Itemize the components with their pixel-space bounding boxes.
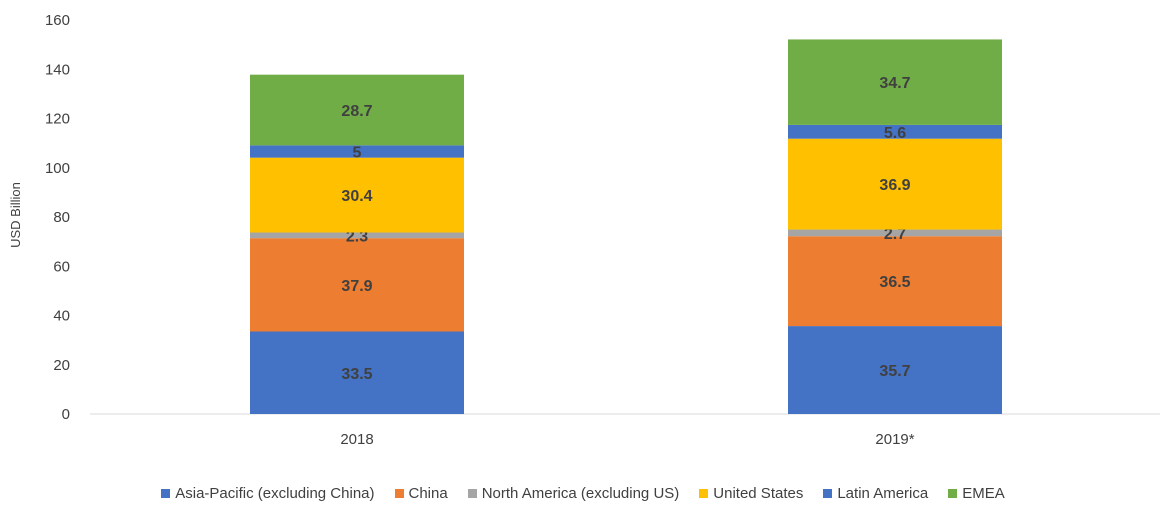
x-category-label: 2019*	[875, 431, 914, 448]
legend-swatch	[467, 488, 477, 498]
data-label: 36.9	[879, 177, 910, 194]
y-tick-label: 160	[45, 12, 70, 29]
legend-swatch	[394, 488, 404, 498]
legend-item: China	[394, 484, 448, 502]
bar-segment	[788, 39, 1002, 125]
bar-segment	[250, 157, 464, 233]
bar-segment	[250, 232, 464, 239]
data-label: 36.5	[879, 274, 910, 291]
data-label: 35.7	[879, 363, 910, 380]
legend-label: United States	[713, 484, 804, 502]
y-axis-ticks: 0 20 40 60 80 100 120 140 160	[45, 12, 70, 423]
bar-segment	[250, 145, 464, 158]
legend-label: Latin America	[837, 484, 929, 502]
data-label: 5	[353, 144, 362, 161]
bars: 33.5 37.9 2.3 30.4 5 28.7 35.7 36.5 2.7 36.9 5.6 34…	[250, 39, 1002, 414]
data-label: 34.7	[879, 75, 910, 92]
legend-label: North America (excluding US)	[481, 484, 680, 502]
y-tick-label: 60	[53, 258, 70, 275]
bar-segment	[250, 238, 464, 332]
data-label: 28.7	[341, 103, 372, 120]
category-labels: 2018 2019*	[340, 431, 914, 448]
y-tick-label: 20	[53, 357, 70, 374]
bar-segment	[788, 326, 1002, 414]
legend-item: EMEA	[948, 485, 1005, 502]
legend-swatch	[161, 488, 171, 498]
data-label: 2.7	[884, 226, 906, 243]
legend-item: United States	[699, 485, 803, 502]
data-label: 37.9	[341, 278, 372, 295]
legend-item: Asia-Pacific (excluding China)	[161, 484, 375, 502]
y-axis-label: USD Billion	[8, 182, 23, 248]
legend: Asia-Pacific (excluding China) China North…	[0, 481, 1166, 505]
y-tick-label: 140	[45, 61, 70, 78]
x-category-label: 2018	[340, 431, 373, 448]
y-tick-label: 40	[53, 308, 70, 325]
legend-label: Asia-Pacific (excluding China)	[175, 484, 375, 502]
legend-label: China	[408, 484, 448, 502]
data-label: 5.6	[884, 125, 906, 142]
bar-segment	[788, 236, 1002, 327]
bar-segment	[788, 138, 1002, 230]
bar-segment	[250, 74, 464, 146]
y-tick-label: 80	[53, 209, 70, 226]
legend-swatch	[823, 488, 833, 498]
legend-item: Latin America	[823, 485, 928, 502]
legend-swatch	[699, 488, 709, 498]
legend-swatch	[948, 488, 958, 498]
y-tick-label: 0	[62, 406, 70, 423]
data-label: 2.3	[346, 228, 368, 245]
data-label: 30.4	[341, 188, 372, 205]
data-label: 33.5	[341, 366, 372, 383]
y-tick-label: 100	[45, 160, 70, 177]
legend-item: North America (excluding US)	[467, 484, 680, 502]
stacked-bar-chart: USD Billion 0 20 40 60 80 100 120 140 160 33.5 37…	[8, 12, 1160, 448]
legend-label: EMEA	[962, 484, 1005, 502]
y-tick-label: 120	[45, 111, 70, 128]
bar-segment	[250, 331, 464, 414]
bar-segment	[788, 229, 1002, 237]
bar-segment	[788, 124, 1002, 139]
